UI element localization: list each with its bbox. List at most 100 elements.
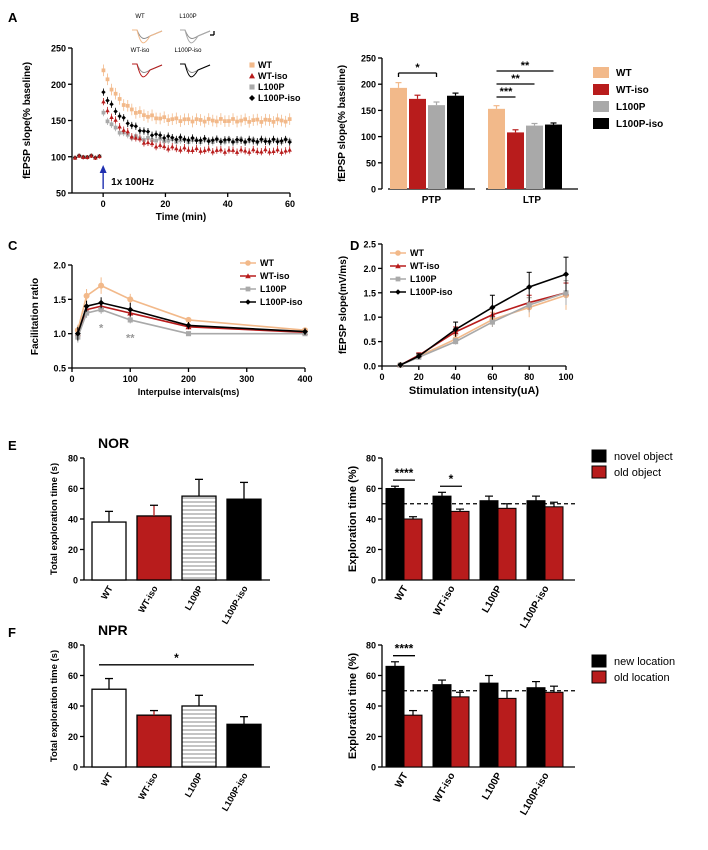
a-point-wt xyxy=(182,117,187,122)
a-point-wt-iso xyxy=(182,145,187,150)
a-point-wt xyxy=(186,117,191,122)
y-tick-label: 2.5 xyxy=(363,240,376,250)
f-left-bar-wt-iso xyxy=(136,714,172,768)
a-point-l100p-iso xyxy=(226,137,232,142)
e-right-legend-swatch xyxy=(591,465,607,479)
a-point-wt xyxy=(101,68,106,73)
c-significance-label: * xyxy=(99,322,104,334)
a-point-wt-iso xyxy=(174,146,179,151)
d-point-l100p-iso xyxy=(415,353,422,360)
a-point-wt xyxy=(239,118,243,123)
a-point-wt-iso xyxy=(101,99,106,104)
a-point-wt-iso xyxy=(178,147,183,152)
a-point-wt xyxy=(247,119,252,124)
a-trace-baseline xyxy=(132,29,163,39)
f-right-bar-old-location-wt-iso xyxy=(450,696,470,768)
b-bar-l100p-ltp xyxy=(526,125,543,189)
a-point-wt-iso xyxy=(117,124,122,129)
x-tick-label: 20 xyxy=(160,199,170,209)
d-legend-marker-wt xyxy=(395,250,401,256)
c-y-axis-title: Facilitation ratio xyxy=(30,278,41,355)
y-tick-label: 2.0 xyxy=(363,264,376,274)
y-tick-label: 0.5 xyxy=(53,364,66,374)
a-point-l100p-iso xyxy=(271,137,276,142)
a-point-wt-iso xyxy=(81,154,86,159)
a-trace-label: L100P xyxy=(179,14,196,20)
f-right-x-label-wt: WT xyxy=(393,771,410,790)
a-trace-post xyxy=(180,29,211,44)
a-point-l100p-iso xyxy=(129,123,134,128)
a-point-l100p-iso xyxy=(174,137,179,142)
a-point-wt-iso xyxy=(287,147,292,152)
b-legend-swatch-wt-iso xyxy=(593,84,609,95)
a-point-l100p-iso xyxy=(121,115,126,120)
b-legend-label-wt: WT xyxy=(616,68,632,79)
a-point-wt-iso xyxy=(198,148,203,153)
a-point-wt-iso xyxy=(202,148,207,153)
a-legend-marker-wt xyxy=(249,62,255,68)
c-x-axis-title: Interpulse intervals(ms) xyxy=(138,387,240,397)
y-tick-label: 0 xyxy=(371,185,376,195)
f-right-bar-new-location-l100p-iso xyxy=(526,687,546,768)
e-right-y-axis-title: Exploration time (%) xyxy=(347,465,359,572)
y-tick-label: 1.0 xyxy=(363,313,376,323)
f-left-bar-l100p-iso xyxy=(226,723,262,768)
f-right-x-label-l100p-iso: L100P-iso xyxy=(518,771,551,817)
y-tick-label: 0 xyxy=(371,763,376,773)
a-point-wt-iso xyxy=(105,108,110,113)
a-legend-label-l100p-iso: L100P-iso xyxy=(258,93,301,103)
a-point-l100p xyxy=(117,130,122,135)
e-left-title: NOR xyxy=(98,435,129,451)
a-point-l100p-iso xyxy=(210,137,215,143)
a-point-wt-iso xyxy=(267,149,272,154)
a-point-wt xyxy=(129,107,134,112)
x-tick-label: 20 xyxy=(414,372,424,382)
c-significance-label: ** xyxy=(126,333,135,345)
c-legend-marker-l100p-iso xyxy=(245,299,251,305)
a-trace-post xyxy=(132,29,163,44)
x-tick-label: 0 xyxy=(69,374,74,384)
y-tick-label: 20 xyxy=(366,732,376,742)
e-right-bar-old-object-wt xyxy=(403,518,423,581)
a-point-l100p-iso xyxy=(186,137,191,143)
d-point-l100p-iso xyxy=(397,362,404,369)
a-point-wt xyxy=(138,110,142,114)
d-legend-marker-l100p-iso xyxy=(395,289,401,295)
a-point-wt xyxy=(178,119,183,123)
f-right-legend-swatch xyxy=(591,654,607,668)
c-point-wt xyxy=(185,316,192,323)
e-right-x-label-wt-iso: WT-iso xyxy=(432,584,458,618)
a-legend-marker-l100p-iso xyxy=(249,95,255,101)
a-point-wt-iso xyxy=(214,147,220,152)
a-point-wt xyxy=(279,118,284,123)
f-right-x-label-wt-iso: WT-iso xyxy=(432,771,458,805)
f-right-bar-new-location-wt-iso xyxy=(432,684,452,768)
e-left-y-axis-title: Total exploration time (s) xyxy=(49,463,60,575)
b-bar-wt-iso-ltp xyxy=(507,132,524,189)
a-point-wt-iso xyxy=(153,144,159,149)
a-point-l100p xyxy=(109,122,114,127)
a-point-l100p-iso xyxy=(255,139,260,144)
a-legend-label-l100p: L100P xyxy=(258,82,285,92)
y-tick-label: 150 xyxy=(361,106,376,116)
c-point-l100p-iso xyxy=(83,303,90,310)
a-point-l100p-iso xyxy=(206,139,211,144)
a-point-l100p-iso xyxy=(242,139,248,145)
a-trace-baseline xyxy=(180,29,211,39)
d-y-axis-title: fEPSP slope(mV/ms) xyxy=(338,256,349,354)
f-left-y-axis-title: Total exploration time (s) xyxy=(49,650,60,762)
b-legend-label-l100p-iso: L100P-iso xyxy=(616,119,663,130)
y-tick-label: 20 xyxy=(68,732,78,742)
f-right-legend-swatch xyxy=(591,670,607,684)
f-left-significance-label: * xyxy=(174,651,179,665)
x-tick-label: 0 xyxy=(101,199,106,209)
c-point-l100p-iso xyxy=(185,322,192,329)
c-series-line-wt xyxy=(77,284,306,332)
b-bar-wt-ltp xyxy=(488,108,505,189)
y-tick-label: 40 xyxy=(68,702,78,712)
a-point-wt-iso xyxy=(279,149,284,154)
a-point-l100p-iso xyxy=(190,135,195,141)
a-point-wt xyxy=(113,91,118,96)
b-y-axis-title: fEPSP slope(% baseline) xyxy=(337,65,348,182)
e-right-x-label-wt: WT xyxy=(393,584,410,603)
